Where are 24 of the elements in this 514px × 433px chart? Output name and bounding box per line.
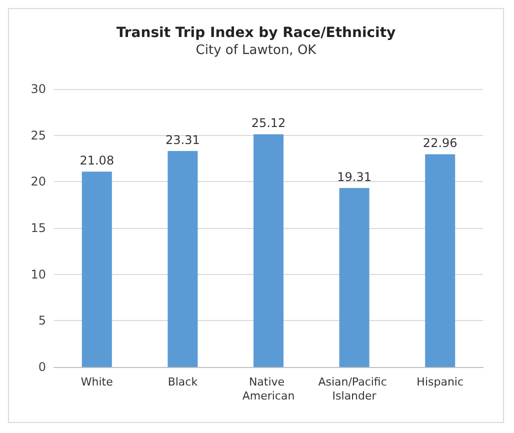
data-label: 23.31 (166, 132, 200, 147)
y-tick-label: 15 (30, 221, 46, 235)
bar (253, 134, 284, 367)
y-tick-label: 5 (38, 314, 46, 328)
y-tick-label: 25 (30, 128, 46, 142)
x-tick-label: Hispanic (416, 376, 464, 388)
chart-title: Transit Trip Index by Race/Ethnicity (116, 25, 396, 41)
data-label: 22.96 (422, 136, 458, 150)
x-tick-label: Black (168, 376, 198, 388)
data-label: 21.08 (80, 154, 114, 168)
data-label: 19.31 (337, 170, 372, 184)
bar (82, 172, 112, 367)
y-tick-label: 0 (38, 360, 46, 374)
chart-subtitle: City of Lawton, OK (196, 43, 317, 58)
y-tick-label: 10 (30, 267, 46, 282)
x-tick-label: Asian/Pacific Islander (318, 376, 390, 402)
data-label: 25.12 (251, 116, 286, 130)
bar (339, 188, 370, 367)
bar (425, 154, 456, 367)
x-tick-label: White (80, 376, 114, 388)
y-tick-label: 20 (30, 174, 46, 189)
y-tick-label: 30 (30, 82, 46, 96)
bar (168, 150, 198, 367)
x-tick-label: Native American (242, 376, 295, 402)
